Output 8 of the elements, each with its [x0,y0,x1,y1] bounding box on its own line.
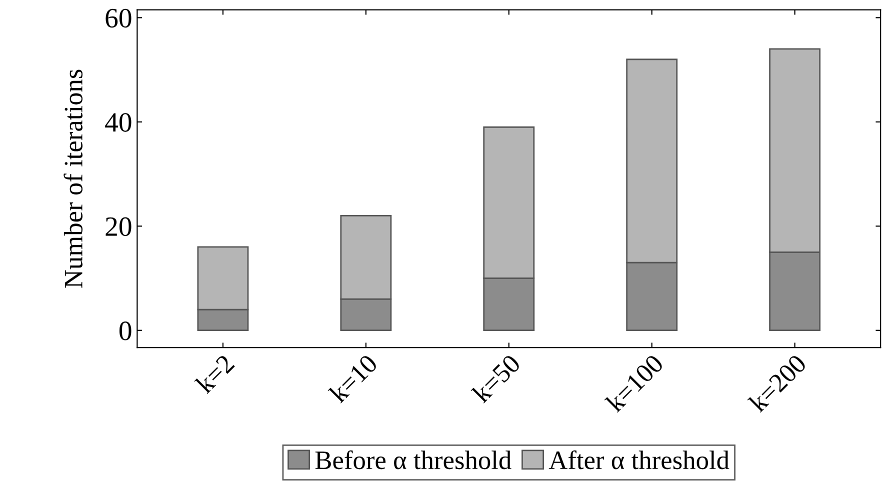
y-tick-label: 40 [105,113,132,132]
y-tick-label: 0 [119,322,132,340]
legend-label: Before α threshold [315,450,512,470]
x-tick-label: k=2 [194,353,235,394]
y-tick-label: 20 [106,217,132,236]
y-axis-title: Number of iterations [64,70,83,288]
y-tick-label: 60 [106,8,132,28]
legend-label: After α threshold [548,450,730,470]
